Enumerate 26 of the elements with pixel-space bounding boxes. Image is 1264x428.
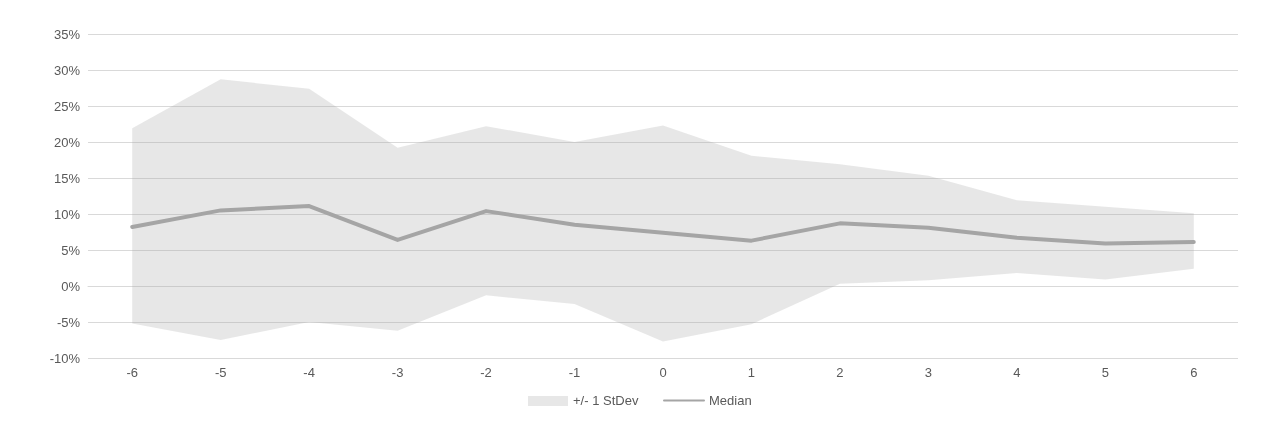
y-tick-label: 25% — [53, 98, 81, 114]
x-tick-label: 6 — [1190, 365, 1198, 380]
y-tick-label: -5% — [56, 314, 81, 330]
y-tick-label: 20% — [53, 134, 81, 150]
x-tick-label: 2 — [836, 365, 844, 380]
x-tick-label: 0 — [659, 365, 667, 380]
x-tick-label: 4 — [1013, 365, 1021, 380]
legend-label: Median — [709, 393, 752, 408]
y-tick-label: 15% — [53, 170, 81, 186]
x-tick-label: -2 — [480, 365, 492, 380]
x-tick-label: -4 — [303, 365, 315, 380]
x-tick-label: -1 — [568, 365, 581, 380]
y-tick-label: 0% — [61, 278, 81, 294]
y-tick-label: 10% — [53, 206, 81, 222]
y-tick-label: -10% — [49, 350, 81, 366]
x-tick-label: -3 — [391, 365, 404, 380]
y-tick-label: 35% — [53, 26, 81, 42]
line-series — [130, 204, 1196, 246]
y-tick-label: 30% — [53, 62, 81, 78]
x-tick-label: 3 — [924, 365, 932, 380]
y-tick-label: 5% — [61, 242, 81, 258]
x-tick-label: 1 — [747, 365, 756, 380]
x-tick-label: -6 — [126, 365, 139, 380]
x-tick-label: -5 — [214, 365, 227, 380]
x-tick-label: 5 — [1101, 365, 1109, 380]
text: +/- 1 StDev — [573, 393, 639, 408]
